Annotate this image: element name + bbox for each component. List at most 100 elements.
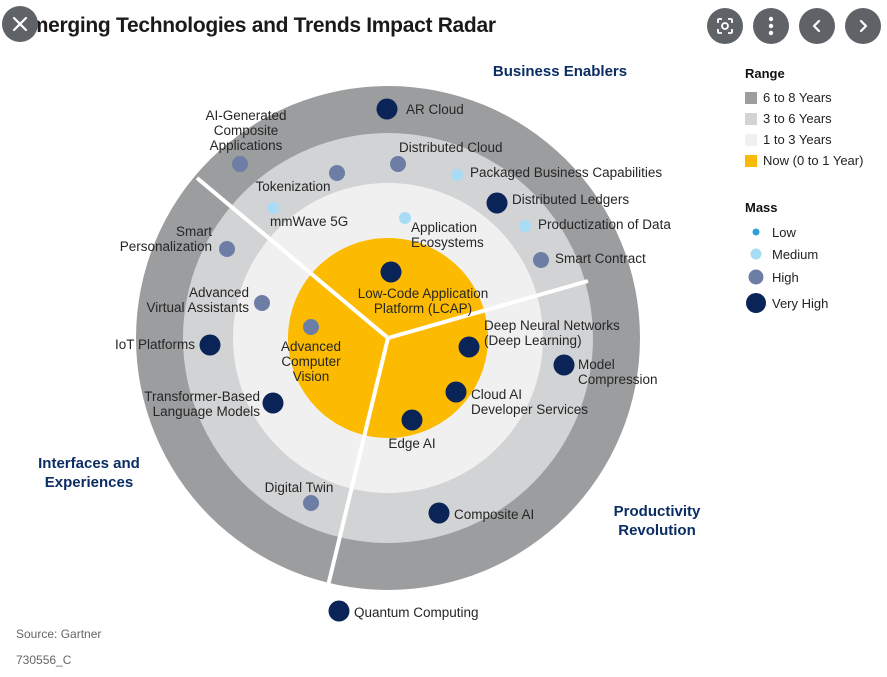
mass-label: Low <box>772 224 796 240</box>
tech-dot-medium[interactable] <box>399 212 411 224</box>
mass-legend: Mass Low Medium High Very High <box>745 200 828 317</box>
tech-item-smart-contract[interactable]: Smart Contract <box>533 251 646 268</box>
range-swatch <box>745 112 757 125</box>
tech-label-smart-personalization: Smart Personalization <box>120 224 213 254</box>
tech-label-smart-contract: Smart Contract <box>555 251 646 266</box>
tech-item-iot-platforms[interactable]: IoT Platforms <box>115 334 221 356</box>
tech-item-packaged-business-capabilities[interactable]: Packaged Business Capabilities <box>451 165 662 181</box>
tech-dot-high[interactable] <box>254 295 270 311</box>
tech-label-transformer-based-language-models: Transformer-Based Language Models <box>144 389 260 419</box>
tech-label-distributed-ledgers: Distributed Ledgers <box>512 192 629 207</box>
mass-label: Medium <box>772 246 819 262</box>
lens-button[interactable] <box>707 8 743 44</box>
mass-legend-item: Medium <box>745 243 828 265</box>
tech-item-lcap[interactable]: Low-Code Application Platform (LCAP) <box>358 261 489 317</box>
tech-item-application-ecosystems[interactable]: Application Ecosystems <box>399 212 484 250</box>
tech-dot-very_high[interactable] <box>262 392 284 414</box>
tech-item-tokenization[interactable]: Tokenization <box>255 165 345 194</box>
range-legend-item: Now (0 to 1 Year) <box>745 150 863 171</box>
figure-title: Emerging Technologies and Trends Impact … <box>16 14 496 37</box>
tech-label-advanced-virtual-assistants: Advanced Virtual Assistants <box>146 285 249 315</box>
tech-label-composite-ai: Composite AI <box>454 507 534 522</box>
range-label: 3 to 6 Years <box>763 111 832 126</box>
tech-item-model-compression[interactable]: Model Compression <box>553 354 658 388</box>
tech-dot-very_high[interactable] <box>328 600 350 622</box>
tech-item-ai-generated-composite-applications[interactable]: AI-Generated Composite Applications <box>205 108 287 172</box>
close-button[interactable] <box>2 6 38 42</box>
range-legend: Range 6 to 8 Years 3 to 6 Years 1 to 3 Y… <box>745 66 863 171</box>
tech-item-advanced-virtual-assistants[interactable]: Advanced Virtual Assistants <box>146 285 270 315</box>
sector-title-interfaces-and-experiences: Interfaces and Experiences <box>38 455 140 491</box>
tech-item-ar-cloud[interactable]: AR Cloud <box>376 98 464 120</box>
range-swatch <box>745 91 757 104</box>
tech-dot-very_high[interactable] <box>401 409 423 431</box>
range-swatch <box>745 154 757 167</box>
tech-label-tokenization: Tokenization <box>255 179 330 194</box>
tech-dot-high[interactable] <box>533 252 549 268</box>
tech-item-digital-twin[interactable]: Digital Twin <box>265 480 334 511</box>
tech-dot-very_high[interactable] <box>486 192 508 214</box>
range-legend-title: Range <box>745 66 785 81</box>
tech-item-composite-ai[interactable]: Composite AI <box>428 502 535 524</box>
sector-divider <box>387 279 589 340</box>
tech-dot-high[interactable] <box>303 495 319 511</box>
mass-legend-item: Low <box>745 221 828 243</box>
tech-item-deep-neural-networks[interactable]: Deep Neural Networks (Deep Learning) <box>458 318 621 358</box>
tech-dot-very_high[interactable] <box>380 261 402 283</box>
tech-item-cloud-ai-developer-services[interactable]: Cloud AI Developer Services <box>445 381 589 418</box>
lens-icon <box>717 18 733 34</box>
tech-dot-high[interactable] <box>219 241 235 257</box>
tech-label-edge-ai: Edge AI <box>388 436 435 451</box>
chevron-left-icon <box>812 19 821 33</box>
tech-dot-very_high[interactable] <box>428 502 450 524</box>
mass-legend-item: High <box>745 265 828 289</box>
tech-label-lcap: Low-Code Application Platform (LCAP) <box>358 286 489 316</box>
mass-medium-dot <box>750 248 762 260</box>
tech-label-distributed-cloud: Distributed Cloud <box>399 140 503 155</box>
tech-label-ar-cloud: AR Cloud <box>406 102 464 117</box>
tech-label-cloud-ai-developer-services: Cloud AI Developer Services <box>471 387 588 417</box>
source-note: Source: Gartner <box>16 627 102 641</box>
range-legend-item: 3 to 6 Years <box>745 108 863 129</box>
tech-dot-high[interactable] <box>232 156 248 172</box>
mass-low-dot <box>752 228 760 236</box>
tech-item-smart-personalization[interactable]: Smart Personalization <box>120 224 235 257</box>
tech-label-application-ecosystems: Application Ecosystems <box>411 220 484 250</box>
sector-title-business-enablers: Business Enablers <box>493 63 627 80</box>
mass-legend-title: Mass <box>745 200 778 215</box>
tech-item-distributed-cloud[interactable]: Distributed Cloud <box>390 140 503 172</box>
chevron-right-icon <box>859 19 868 33</box>
mass-high-dot <box>748 269 764 285</box>
tech-dot-very_high[interactable] <box>458 336 480 358</box>
tech-dot-very_high[interactable] <box>376 98 398 120</box>
tech-dot-very_high[interactable] <box>199 334 221 356</box>
tech-dot-high[interactable] <box>329 165 345 181</box>
tech-label-iot-platforms: IoT Platforms <box>115 337 195 352</box>
next-button[interactable] <box>845 8 881 44</box>
tech-dot-high[interactable] <box>303 319 319 335</box>
close-icon <box>12 16 28 32</box>
tech-item-transformer-based-language-models[interactable]: Transformer-Based Language Models <box>144 389 284 419</box>
more-vert-icon <box>768 16 774 36</box>
tech-label-model-compression: Model Compression <box>578 357 658 387</box>
figure-code: 730556_C <box>16 653 72 667</box>
tech-item-mmwave-5g[interactable]: mmWave 5G <box>267 202 348 229</box>
tech-dot-very_high[interactable] <box>553 354 575 376</box>
tech-dot-medium[interactable] <box>519 220 531 232</box>
tech-item-distributed-ledgers[interactable]: Distributed Ledgers <box>486 192 630 214</box>
previous-button[interactable] <box>799 8 835 44</box>
mass-very-high-dot <box>746 293 766 313</box>
tech-dot-medium[interactable] <box>267 202 279 214</box>
sector-divider <box>195 176 390 340</box>
tech-item-edge-ai[interactable]: Edge AI <box>388 409 436 452</box>
tech-item-advanced-computer-vision[interactable]: Advanced Computer Vision <box>281 319 341 384</box>
tech-dot-medium[interactable] <box>451 169 463 181</box>
sector-divider <box>325 337 390 591</box>
more-options-button[interactable] <box>753 8 789 44</box>
tech-dot-very_high[interactable] <box>445 381 467 403</box>
tech-dot-high[interactable] <box>390 156 406 172</box>
range-label: 1 to 3 Years <box>763 132 832 147</box>
tech-item-productization-of-data[interactable]: Productization of Data <box>519 217 671 232</box>
tech-item-quantum-computing[interactable]: Quantum Computing <box>328 600 479 622</box>
